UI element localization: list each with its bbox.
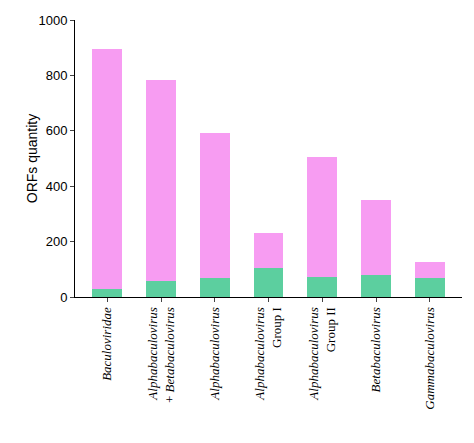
svg-text:AlphabaculovirusGroup I: AlphabaculovirusGroup I: [252, 307, 284, 400]
svg-text:600: 600: [46, 123, 68, 138]
svg-text:AlphabaculovirusGroup II: AlphabaculovirusGroup II: [306, 307, 338, 400]
svg-text:Betabaculovirus: Betabaculovirus: [368, 307, 383, 392]
svg-text:200: 200: [46, 234, 68, 249]
svg-text:Alphabaculovirus: Alphabaculovirus: [207, 307, 222, 400]
svg-text:Alphabaculovirus+ Betabaculovi: Alphabaculovirus+ Betabaculovirus: [145, 307, 177, 403]
svg-text:Gammabaculovirus: Gammabaculovirus: [422, 307, 437, 410]
svg-text:Baculoviridae: Baculoviridae: [99, 307, 114, 381]
svg-text:ORFs quantity: ORFs quantity: [24, 114, 40, 203]
svg-text:1000: 1000: [38, 13, 67, 28]
svg-text:800: 800: [46, 68, 68, 83]
svg-text:0: 0: [60, 290, 67, 305]
svg-text:400: 400: [46, 179, 68, 194]
